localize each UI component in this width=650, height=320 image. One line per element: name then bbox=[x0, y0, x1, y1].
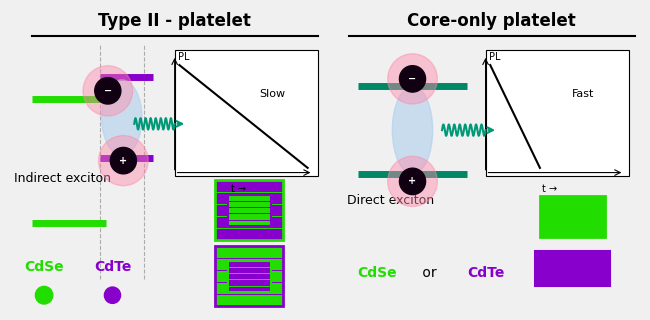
FancyBboxPatch shape bbox=[486, 50, 629, 176]
Text: CdSe: CdSe bbox=[24, 260, 64, 274]
Circle shape bbox=[105, 287, 120, 303]
Circle shape bbox=[387, 156, 437, 206]
Text: CdSe: CdSe bbox=[357, 266, 396, 280]
Circle shape bbox=[83, 66, 133, 116]
Text: PL: PL bbox=[489, 52, 500, 62]
FancyBboxPatch shape bbox=[227, 195, 271, 226]
Text: Type II - platelet: Type II - platelet bbox=[98, 12, 251, 30]
Circle shape bbox=[35, 286, 53, 304]
Circle shape bbox=[400, 168, 426, 195]
Text: −: − bbox=[408, 74, 417, 84]
Ellipse shape bbox=[101, 80, 142, 155]
Text: Indirect exciton: Indirect exciton bbox=[14, 172, 111, 185]
Text: Slow: Slow bbox=[259, 89, 285, 99]
Circle shape bbox=[99, 136, 148, 186]
Text: Direct exciton: Direct exciton bbox=[347, 194, 434, 207]
Circle shape bbox=[400, 66, 426, 92]
Text: CdTe: CdTe bbox=[94, 260, 131, 274]
Circle shape bbox=[387, 54, 437, 104]
FancyBboxPatch shape bbox=[215, 246, 283, 306]
Text: PL: PL bbox=[177, 52, 189, 62]
Text: t →: t → bbox=[542, 184, 558, 194]
Text: −: − bbox=[104, 86, 112, 96]
FancyBboxPatch shape bbox=[536, 251, 610, 286]
FancyBboxPatch shape bbox=[540, 196, 605, 237]
Circle shape bbox=[95, 78, 121, 104]
Text: or: or bbox=[418, 266, 441, 280]
Text: CdTe: CdTe bbox=[467, 266, 504, 280]
Text: t →: t → bbox=[231, 184, 246, 194]
Text: Fast: Fast bbox=[571, 89, 594, 99]
Text: +: + bbox=[120, 156, 127, 166]
FancyBboxPatch shape bbox=[175, 50, 318, 176]
Circle shape bbox=[111, 148, 136, 174]
Text: +: + bbox=[408, 176, 417, 186]
FancyBboxPatch shape bbox=[215, 180, 283, 240]
Text: Core-only platelet: Core-only platelet bbox=[408, 12, 576, 30]
FancyBboxPatch shape bbox=[227, 260, 271, 292]
Ellipse shape bbox=[393, 86, 433, 174]
